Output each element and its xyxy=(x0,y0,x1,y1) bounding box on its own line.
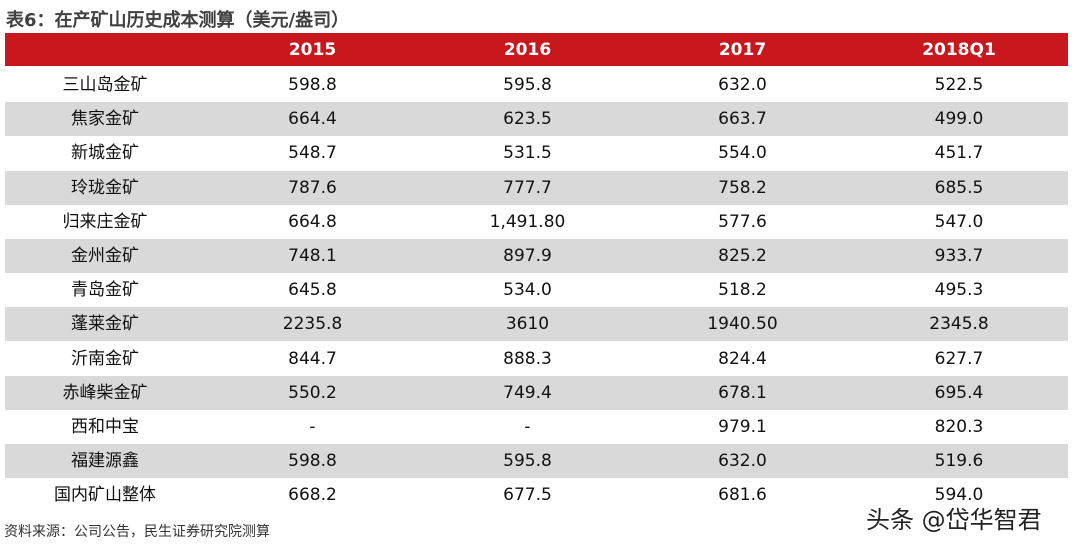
watermark: 头条 @岱华智君 xyxy=(866,506,1042,534)
table-cell: 3610 xyxy=(505,314,550,335)
table-cell: 548.7 xyxy=(288,143,337,164)
table-cell: 534.0 xyxy=(503,280,552,301)
table-cell: 664.4 xyxy=(288,109,337,130)
table-cell: 844.7 xyxy=(288,348,337,369)
table-cell: 451.7 xyxy=(934,143,984,164)
row-label: 国内矿山整体 xyxy=(54,485,156,506)
table-cell: 499.0 xyxy=(934,109,984,130)
header-row: 2015 2016 2017 2018Q1 xyxy=(5,33,1068,66)
row-label: 焦家金矿 xyxy=(71,109,139,130)
column-header: 2018Q1 xyxy=(922,40,996,60)
table-row: 赤峰柴金矿 550.2 749.4 678.1 695.4 xyxy=(5,375,1068,410)
table-cell: 787.6 xyxy=(288,177,337,198)
table-cell: 598.8 xyxy=(288,75,337,95)
table-cell: 595.8 xyxy=(503,75,552,95)
table-cell: 632.0 xyxy=(718,451,767,472)
table-cell: 2345.8 xyxy=(929,314,989,335)
table-cell: 777.7 xyxy=(503,177,552,198)
table-cell: 550.2 xyxy=(288,382,337,403)
table-cell: 547.0 xyxy=(934,211,984,232)
row-label: 沂南金矿 xyxy=(71,348,139,369)
table-cell: 531.5 xyxy=(503,143,552,164)
row-label: 福建源鑫 xyxy=(71,451,139,472)
table-cell: 632.0 xyxy=(718,75,767,95)
table-cell: 2235.8 xyxy=(282,314,343,335)
row-label: 新城金矿 xyxy=(71,143,139,164)
table-row: 国内矿山整体 668.2 677.5 681.6 594.0 xyxy=(5,478,1068,512)
table-row: 归来庄金矿 664.8 1,491.80 577.6 547.0 xyxy=(5,205,1068,239)
table-row: 金州金矿 748.1 897.9 825.2 933.7 xyxy=(5,239,1068,273)
table-row: 三山岛金矿 598.8 595.8 632.0 522.5 xyxy=(5,68,1068,102)
row-label: 三山岛金矿 xyxy=(62,75,148,95)
table-cell: 888.3 xyxy=(503,348,552,369)
table-cell: 748.1 xyxy=(288,246,337,266)
table-cell: 824.4 xyxy=(718,348,767,369)
table-row: 焦家金矿 664.4 623.5 663.7 499.0 xyxy=(5,102,1068,137)
row-label: 青岛金矿 xyxy=(71,280,139,301)
table-cell: 685.5 xyxy=(934,177,984,198)
column-header: 2017 xyxy=(718,40,767,60)
table-row: 玲珑金矿 787.6 777.7 758.2 685.5 xyxy=(5,170,1068,205)
table-cell: 522.5 xyxy=(934,75,984,95)
table-cell: 627.7 xyxy=(934,348,984,369)
table-cell: 623.5 xyxy=(503,109,552,130)
table-row: 青岛金矿 645.8 534.0 518.2 495.3 xyxy=(5,273,1068,307)
table-cell: 598.8 xyxy=(288,451,337,472)
table-cell: 933.7 xyxy=(934,246,984,266)
table-cell: 678.1 xyxy=(718,382,767,403)
table-cell: 677.5 xyxy=(503,485,552,506)
table-row: 蓬莱金矿 2235.8 3610 1940.50 2345.8 xyxy=(5,307,1068,342)
table-cell: 495.3 xyxy=(934,280,984,301)
table-cell: 645.8 xyxy=(288,280,337,301)
row-label: 归来庄金矿 xyxy=(62,211,148,232)
table-cell: 594.0 xyxy=(934,485,984,506)
column-header: 2016 xyxy=(503,40,552,60)
table-cell: 820.3 xyxy=(934,417,984,437)
table-cell: - xyxy=(524,417,531,437)
column-header: 2015 xyxy=(288,40,337,60)
table-cell: - xyxy=(309,417,316,437)
table-cell: 681.6 xyxy=(718,485,767,506)
table-cell: 695.4 xyxy=(934,382,984,403)
table-cell: 519.6 xyxy=(934,451,984,472)
table-cell: 758.2 xyxy=(718,177,767,198)
table-cell: 1940.50 xyxy=(707,314,778,335)
row-label: 赤峰柴金矿 xyxy=(62,382,148,403)
row-label: 金州金矿 xyxy=(71,246,139,266)
table-cell: 1,491.80 xyxy=(489,211,566,232)
row-label: 西和中宝 xyxy=(71,417,139,437)
table-title: 表6：在产矿山历史成本测算（美元/盎司） xyxy=(6,10,350,31)
table-row: 福建源鑫 598.8 595.8 632.0 519.6 xyxy=(5,444,1068,479)
row-label: 蓬莱金矿 xyxy=(71,314,139,335)
table-row: 西和中宝 - - 979.1 820.3 xyxy=(5,410,1068,444)
table-cell: 749.4 xyxy=(503,382,552,403)
row-label: 玲珑金矿 xyxy=(71,177,139,198)
table-cell: 825.2 xyxy=(718,246,767,266)
table-row: 新城金矿 548.7 531.5 554.0 451.7 xyxy=(5,136,1068,170)
table-cell: 664.8 xyxy=(288,211,337,232)
table-cell: 979.1 xyxy=(718,417,767,437)
table-row: 沂南金矿 844.7 888.3 824.4 627.7 xyxy=(5,342,1068,376)
table-cell: 668.2 xyxy=(288,485,337,506)
table-cell: 595.8 xyxy=(503,451,552,472)
table-cell: 554.0 xyxy=(718,143,767,164)
table-cell: 577.6 xyxy=(718,211,767,232)
table-cell: 897.9 xyxy=(503,246,552,266)
source-note: 资料来源：公司公告，民生证券研究院测算 xyxy=(4,524,270,540)
table-cell: 663.7 xyxy=(718,109,767,130)
table-cell: 518.2 xyxy=(718,280,767,301)
